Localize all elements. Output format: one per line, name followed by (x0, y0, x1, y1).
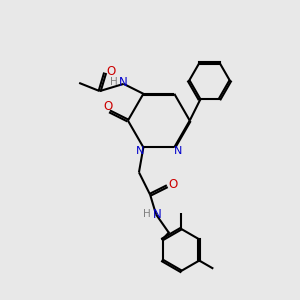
Text: H: H (143, 209, 151, 220)
Text: O: O (106, 65, 116, 78)
Text: H: H (110, 77, 118, 87)
Text: N: N (174, 146, 182, 156)
Text: N: N (153, 208, 162, 221)
Text: O: O (103, 100, 112, 113)
Text: O: O (169, 178, 178, 191)
Text: N: N (119, 76, 128, 89)
Text: N: N (136, 146, 144, 156)
